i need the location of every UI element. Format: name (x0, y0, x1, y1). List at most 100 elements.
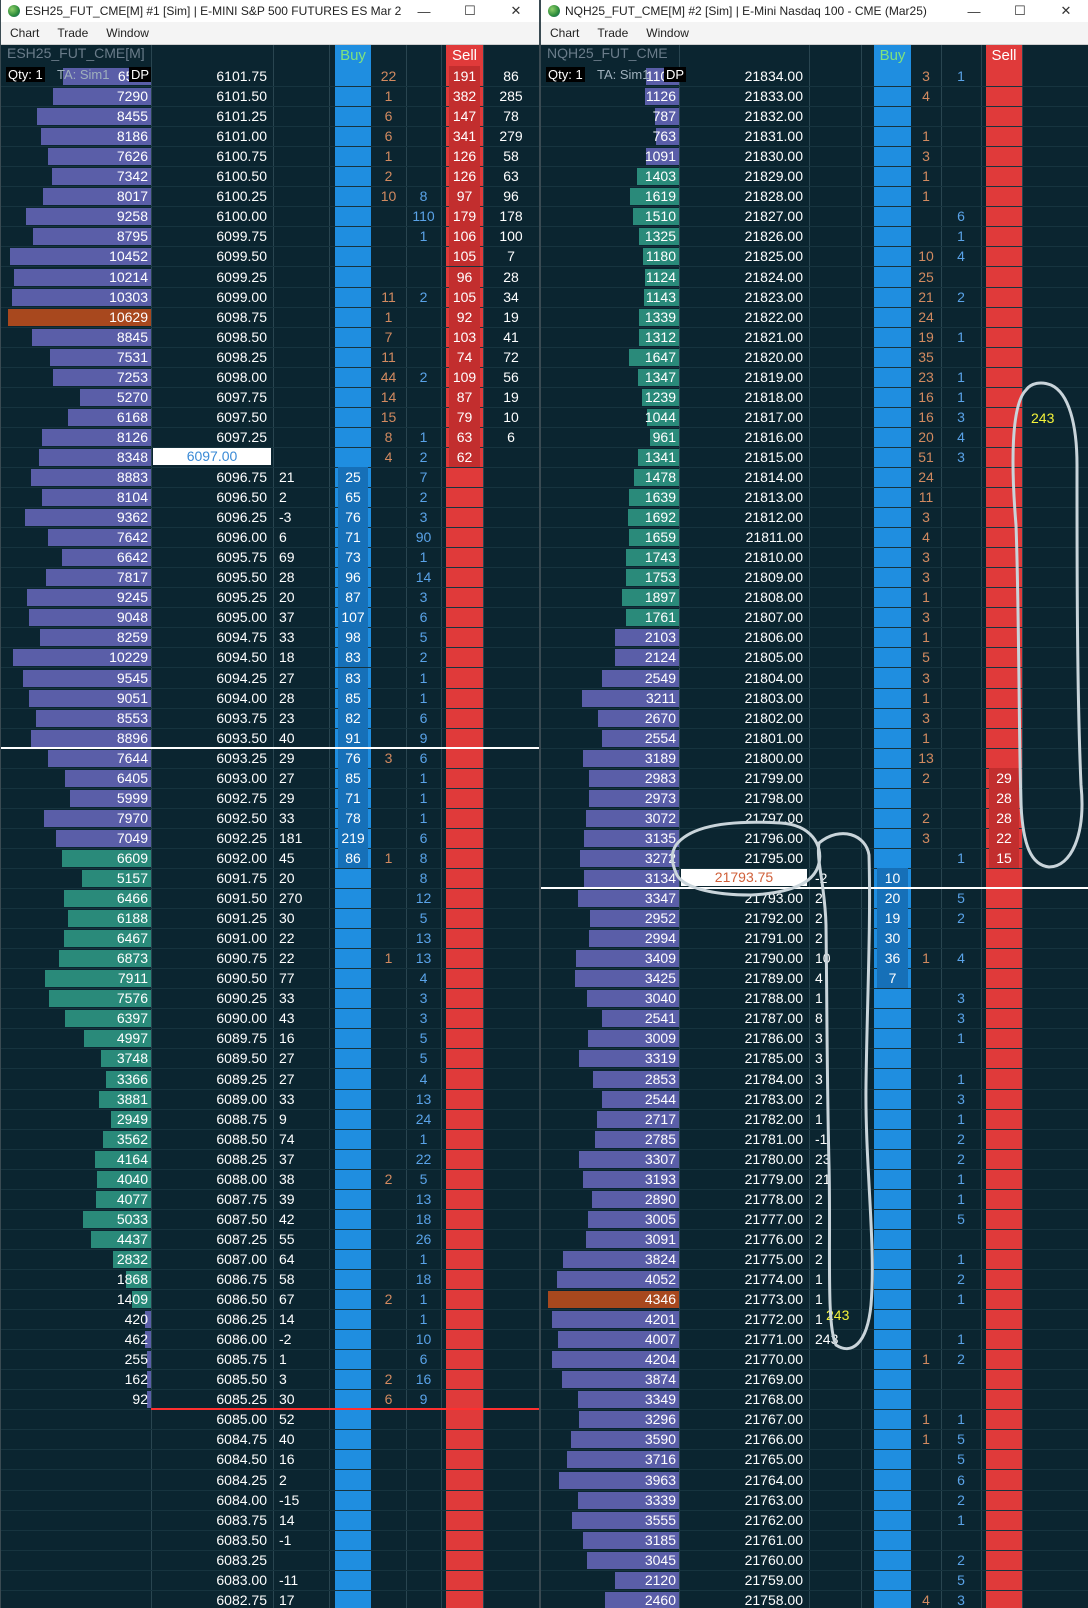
ladder-row[interactable]: 6188 6091.25 30 5 (1, 908, 539, 930)
trade-account-label[interactable]: TA: Sim1 (57, 67, 110, 82)
ladder-row[interactable]: 8455 6101.25 6 147 78 (1, 106, 539, 128)
ladder-row[interactable]: 1692 21812.00 3 (541, 507, 1088, 529)
bid-size[interactable]: 36 (877, 948, 908, 969)
ladder-row[interactable]: 3716 21765.00 5 (541, 1449, 1088, 1471)
ladder-row[interactable]: 9051 6094.00 28 85 1 (1, 687, 539, 709)
ladder-row[interactable]: 6082.75 17 (1, 1590, 539, 1608)
ladder-row[interactable]: 255 6085.75 1 6 (1, 1349, 539, 1371)
ladder-row[interactable]: 2994 21791.00 2 30 (541, 928, 1088, 950)
ladder-row[interactable]: 1478 21814.00 24 (541, 467, 1088, 488)
ladder-row[interactable]: 6083.75 14 (1, 1510, 539, 1531)
ladder-row[interactable]: 9258 6100.00 110 179 178 (1, 206, 539, 228)
ladder-row[interactable]: 3296 21767.00 1 1 (541, 1409, 1088, 1431)
ladder-row[interactable]: 3555 21762.00 1 (541, 1510, 1088, 1531)
bid-size[interactable]: 87 (338, 587, 368, 608)
bid-size[interactable]: 96 (338, 567, 368, 588)
ladder-row[interactable]: 7342 6100.50 2 126 63 (1, 166, 539, 188)
ladder-row[interactable]: 92 6085.25 30 6 9 (1, 1389, 539, 1411)
sell-header[interactable]: Sell (451, 47, 477, 64)
price-ladder[interactable]: Buy Sell NQH25_FUT_CME Qty: 1 TA: Sim1 DP 1101… (541, 45, 1088, 1608)
ask-size[interactable]: 28 (989, 787, 1019, 808)
ladder-row[interactable]: 1347 21819.00 23 1 (541, 367, 1088, 388)
ladder-row[interactable]: 4007 21771.00 243 1 (541, 1329, 1088, 1351)
ladder-row[interactable]: 8259 6094.75 33 98 5 (1, 627, 539, 649)
ladder-row[interactable]: 2103 21806.00 1 (541, 627, 1088, 649)
window-titlebar[interactable]: NQH25_FUT_CME[M] #2 [Sim] | E-Mini Nasda… (541, 0, 1088, 22)
bid-size[interactable]: 83 (338, 667, 368, 688)
ask-size[interactable]: 106 (449, 226, 480, 247)
bid-size[interactable]: 83 (338, 647, 368, 668)
ladder-row[interactable]: 462 6086.00 -2 10 (1, 1329, 539, 1351)
ask-size[interactable]: 126 (449, 146, 480, 167)
ladder-row[interactable]: 3211 21803.00 1 (541, 688, 1088, 709)
ladder-row[interactable]: 3134 21793.75 -2 10 (541, 868, 1088, 889)
ladder-row[interactable]: 3307 21780.00 23 2 (541, 1149, 1088, 1170)
ladder-row[interactable]: 3091 21776.00 2 (541, 1229, 1088, 1250)
bid-size[interactable]: 7 (877, 968, 908, 989)
ladder-row[interactable]: 8553 6093.75 23 82 6 (1, 707, 539, 729)
ask-size[interactable]: 126 (449, 166, 480, 187)
bid-size[interactable]: 85 (338, 767, 368, 788)
ask-size[interactable]: 62 (449, 446, 480, 467)
ladder-row[interactable]: 10214 6099.25 96 28 (1, 266, 539, 288)
ladder-row[interactable]: 8017 6100.25 10 8 97 96 (1, 186, 539, 208)
ask-size[interactable]: 179 (449, 206, 480, 227)
ask-size[interactable]: 29 (989, 767, 1019, 788)
ladder-row[interactable]: 2120 21759.00 5 (541, 1570, 1088, 1591)
ladder-row[interactable]: 3874 21769.00 (541, 1369, 1088, 1391)
ladder-row[interactable]: 2549 21804.00 3 (541, 668, 1088, 689)
ladder-row[interactable]: 4040 6088.00 38 2 5 (1, 1169, 539, 1190)
ladder-row[interactable]: 1312 21821.00 19 1 (541, 327, 1088, 348)
ask-size[interactable]: 191 (449, 66, 480, 86)
ladder-row[interactable]: 4346 21773.00 1 1 (541, 1289, 1088, 1311)
ladder-row[interactable]: 1044 21817.00 16 3 (541, 407, 1088, 428)
ladder-row[interactable]: 6083.00 -11 (1, 1570, 539, 1591)
ladder-row[interactable]: 6467 6091.00 22 13 (1, 928, 539, 950)
ask-size[interactable]: 15 (989, 847, 1019, 868)
ladder-row[interactable]: 5157 6091.75 20 8 (1, 868, 539, 889)
ladder-row[interactable]: 9362 6096.25 -3 76 3 (1, 507, 539, 529)
ladder-row[interactable]: 6397 6090.00 43 3 (1, 1008, 539, 1030)
ladder-row[interactable]: 2541 21787.00 8 3 (541, 1008, 1088, 1030)
ladder-row[interactable]: 3072 21797.00 2 28 (541, 807, 1088, 829)
ladder-row[interactable]: 1403 21829.00 1 (541, 166, 1088, 188)
ladder-row[interactable]: 5270 6097.75 14 87 19 (1, 386, 539, 408)
ladder-row[interactable]: 420 6086.25 14 1 (1, 1309, 539, 1331)
bid-size[interactable]: 30 (877, 928, 908, 949)
ladder-row[interactable]: 6084.75 40 (1, 1429, 539, 1451)
ladder-row[interactable]: 2832 6087.00 64 1 (1, 1249, 539, 1270)
ladder-row[interactable]: 6084.50 16 (1, 1449, 539, 1471)
ladder-row[interactable]: 6084.00 -15 (1, 1490, 539, 1511)
ladder-row[interactable]: 3366 6089.25 27 4 (1, 1069, 539, 1090)
ladder-row[interactable]: 7576 6090.25 33 3 (1, 988, 539, 1010)
menu-window[interactable]: Window (106, 26, 149, 40)
ask-size[interactable]: 109 (449, 366, 480, 387)
menu-chart[interactable]: Chart (10, 26, 40, 40)
ladder-row[interactable]: 2544 21783.00 2 3 (541, 1089, 1088, 1110)
ladder-row[interactable]: 3272 21795.00 1 15 (541, 847, 1088, 869)
ladder-row[interactable]: 6642 6095.75 69 73 1 (1, 547, 539, 569)
ladder-row[interactable]: 2124 21805.00 5 (541, 647, 1088, 669)
ladder-row[interactable]: 4997 6089.75 16 5 (1, 1028, 539, 1050)
ladder-row[interactable]: 8896 6093.50 40 91 9 (1, 727, 539, 749)
ask-size[interactable]: 97 (449, 186, 480, 207)
ladder-row[interactable]: 2973 21798.00 28 (541, 787, 1088, 809)
maximize-button[interactable]: ☐ (464, 3, 476, 18)
buy-header[interactable]: Buy (879, 47, 906, 64)
ladder-row[interactable]: 1239 21818.00 16 1 (541, 387, 1088, 408)
bid-size[interactable]: 73 (338, 547, 368, 568)
ladder-row[interactable]: 4077 6087.75 39 13 (1, 1189, 539, 1210)
bid-size[interactable]: 19 (877, 908, 908, 929)
ladder-row[interactable]: 7531 6098.25 11 74 72 (1, 346, 539, 368)
ladder-row[interactable]: 4204 21770.00 1 2 (541, 1349, 1088, 1371)
ladder-row[interactable]: 4164 6088.25 37 22 (1, 1149, 539, 1170)
ladder-row[interactable]: 7817 6095.50 28 96 14 (1, 567, 539, 589)
ladder-row[interactable]: 3185 21761.00 (541, 1530, 1088, 1551)
ladder-row[interactable]: 7290 6101.50 1 382 285 (1, 86, 539, 108)
ladder-row[interactable]: 6466 6091.50 270 12 (1, 888, 539, 910)
bid-size[interactable]: 76 (338, 507, 368, 528)
ask-size[interactable]: 147 (449, 106, 480, 127)
ladder-row[interactable]: 6609 6092.00 45 86 1 8 (1, 847, 539, 869)
ladder-row[interactable]: 3963 21764.00 6 (541, 1470, 1088, 1491)
bid-size[interactable]: 219 (338, 827, 368, 848)
